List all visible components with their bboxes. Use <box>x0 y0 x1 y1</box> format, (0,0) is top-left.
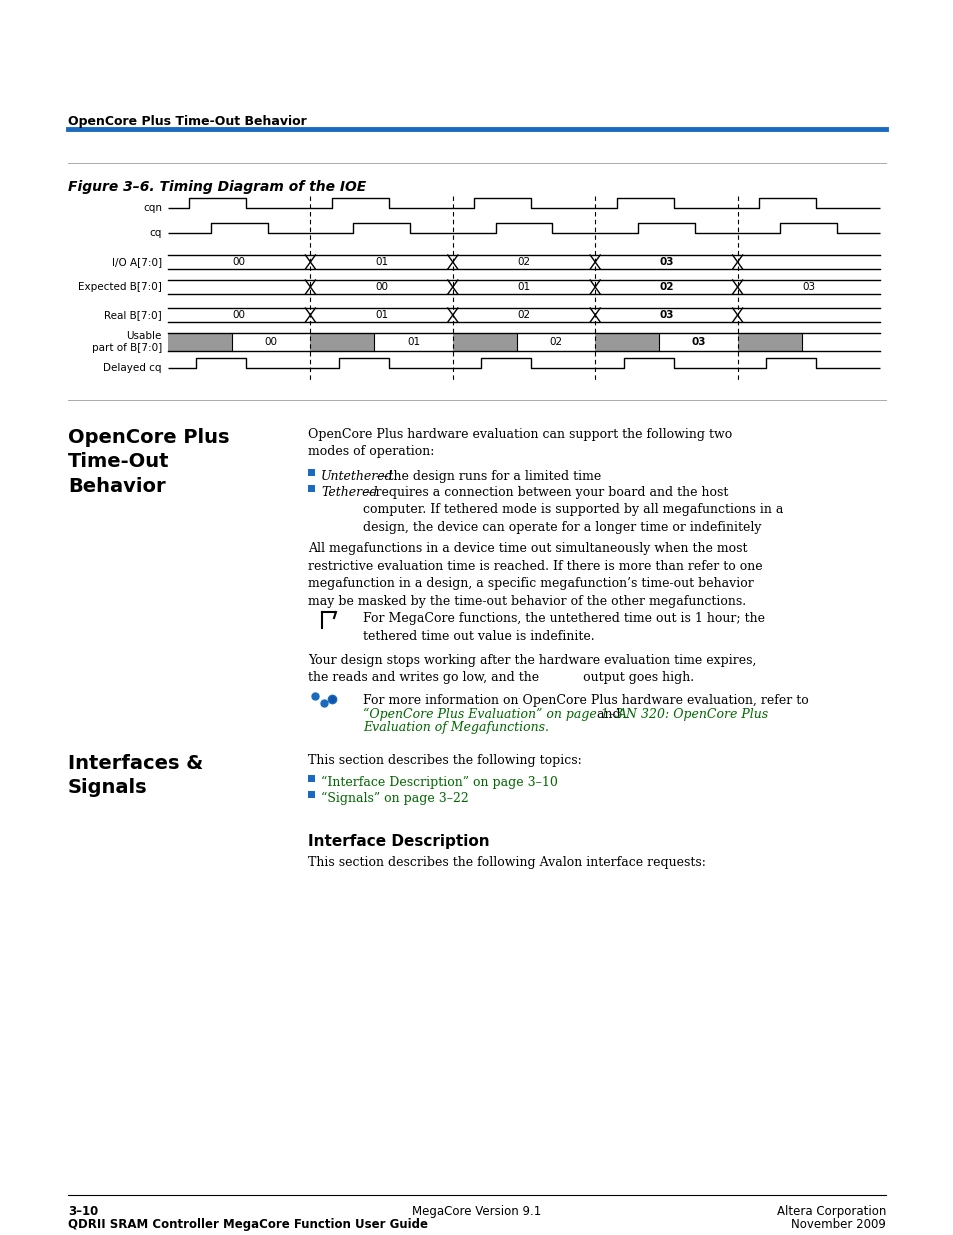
Text: 00: 00 <box>375 282 388 291</box>
Text: Untethered: Untethered <box>320 471 394 483</box>
Text: Real B[7:0]: Real B[7:0] <box>104 310 162 320</box>
Text: cqn: cqn <box>143 203 162 212</box>
Text: For MegaCore functions, the untethered time out is 1 hour; the
tethered time out: For MegaCore functions, the untethered t… <box>363 613 764 642</box>
Bar <box>168 333 232 351</box>
Text: Delayed cq: Delayed cq <box>103 363 162 373</box>
Text: 3–10: 3–10 <box>68 1205 98 1218</box>
Text: Evaluation of Megafunctions.: Evaluation of Megafunctions. <box>363 721 548 734</box>
Text: “Interface Description” on page 3–10: “Interface Description” on page 3–10 <box>320 776 558 789</box>
Text: cq: cq <box>150 228 162 238</box>
Text: 02: 02 <box>659 282 673 291</box>
Bar <box>308 469 314 475</box>
Text: Figure 3–6. Timing Diagram of the IOE: Figure 3–6. Timing Diagram of the IOE <box>68 180 366 194</box>
Text: 01: 01 <box>375 257 388 267</box>
Text: 02: 02 <box>517 310 530 320</box>
Text: OpenCore Plus
Time-Out
Behavior: OpenCore Plus Time-Out Behavior <box>68 429 230 495</box>
Text: part of B[7:0]: part of B[7:0] <box>91 343 162 353</box>
Text: OpenCore Plus hardware evaluation can support the following two
modes of operati: OpenCore Plus hardware evaluation can su… <box>308 429 732 458</box>
Text: 03: 03 <box>659 257 673 267</box>
Bar <box>595 333 659 351</box>
Text: OpenCore Plus Time-Out Behavior: OpenCore Plus Time-Out Behavior <box>68 115 307 128</box>
Text: —the design runs for a limited time: —the design runs for a limited time <box>375 471 600 483</box>
Text: 01: 01 <box>407 337 419 347</box>
Text: Interfaces &
Signals: Interfaces & Signals <box>68 755 203 798</box>
Text: Usable: Usable <box>127 331 162 341</box>
Text: 00: 00 <box>233 310 246 320</box>
Bar <box>310 333 375 351</box>
Text: and: and <box>593 708 624 721</box>
Bar <box>308 485 314 492</box>
Text: For more information on OpenCore Plus hardware evaluation, refer to: For more information on OpenCore Plus ha… <box>363 694 808 706</box>
Text: All megafunctions in a device time out simultaneously when the most
restrictive : All megafunctions in a device time out s… <box>308 542 761 608</box>
Text: QDRII SRAM Controller MegaCore Function User Guide: QDRII SRAM Controller MegaCore Function … <box>68 1218 428 1231</box>
Text: “OpenCore Plus Evaluation” on page 1–3: “OpenCore Plus Evaluation” on page 1–3 <box>363 708 622 721</box>
Text: Altera Corporation: Altera Corporation <box>776 1205 885 1218</box>
Text: 01: 01 <box>517 282 530 291</box>
Text: 03: 03 <box>659 310 673 320</box>
Text: 03: 03 <box>691 337 705 347</box>
Bar <box>308 790 314 798</box>
Bar <box>308 776 314 782</box>
Text: Expected B[7:0]: Expected B[7:0] <box>78 282 162 291</box>
Text: I/O A[7:0]: I/O A[7:0] <box>112 257 162 267</box>
Text: —requires a connection between your board and the host
computer. If tethered mod: —requires a connection between your boar… <box>363 487 782 534</box>
Text: MegaCore Version 9.1: MegaCore Version 9.1 <box>412 1205 541 1218</box>
Text: This section describes the following Avalon interface requests:: This section describes the following Ava… <box>308 856 705 869</box>
Text: “Signals” on page 3–22: “Signals” on page 3–22 <box>320 792 468 805</box>
Bar <box>453 333 517 351</box>
Text: 00: 00 <box>265 337 277 347</box>
Bar <box>737 333 801 351</box>
Text: 01: 01 <box>375 310 388 320</box>
Text: 02: 02 <box>549 337 562 347</box>
Text: Your design stops working after the hardware evaluation time expires,
the reads : Your design stops working after the hard… <box>308 655 756 684</box>
Text: This section describes the following topics:: This section describes the following top… <box>308 755 581 767</box>
Text: 02: 02 <box>517 257 530 267</box>
Text: November 2009: November 2009 <box>790 1218 885 1231</box>
Text: AN 320: OpenCore Plus: AN 320: OpenCore Plus <box>618 708 768 721</box>
Text: 03: 03 <box>801 282 815 291</box>
Text: Tethered: Tethered <box>320 487 377 499</box>
Text: 00: 00 <box>233 257 246 267</box>
Text: Interface Description: Interface Description <box>308 834 489 848</box>
